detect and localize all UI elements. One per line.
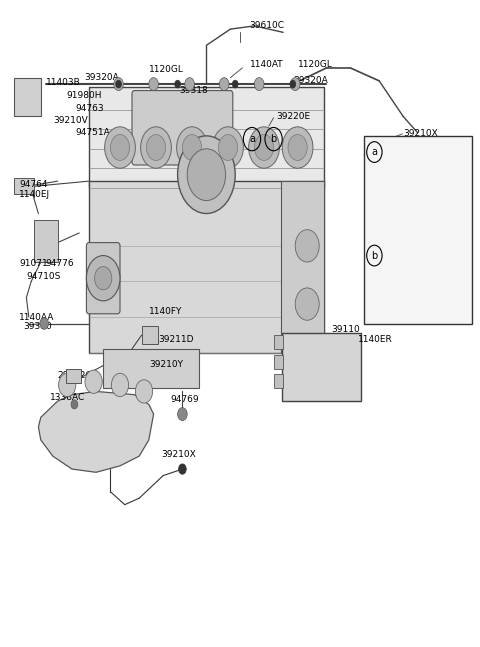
FancyBboxPatch shape <box>34 220 58 262</box>
Text: 39318: 39318 <box>179 86 208 95</box>
FancyBboxPatch shape <box>132 91 233 165</box>
Circle shape <box>185 78 194 91</box>
Circle shape <box>288 135 307 160</box>
FancyBboxPatch shape <box>282 333 361 401</box>
Circle shape <box>105 127 135 168</box>
Circle shape <box>232 80 238 88</box>
FancyBboxPatch shape <box>86 243 120 314</box>
FancyBboxPatch shape <box>142 326 158 344</box>
FancyBboxPatch shape <box>89 181 324 353</box>
Text: a: a <box>372 147 377 157</box>
Text: 1140FC: 1140FC <box>388 267 422 276</box>
Text: 91071: 91071 <box>19 259 48 269</box>
Circle shape <box>295 288 319 320</box>
FancyBboxPatch shape <box>66 369 81 383</box>
Circle shape <box>116 80 121 88</box>
Circle shape <box>85 370 102 393</box>
Text: b: b <box>371 250 378 261</box>
Text: 94710S: 94710S <box>26 272 61 281</box>
FancyBboxPatch shape <box>274 335 283 349</box>
Text: 39610C: 39610C <box>250 21 285 30</box>
Text: 1140FC: 1140FC <box>389 277 423 286</box>
Text: 11403B: 11403B <box>46 78 80 87</box>
Circle shape <box>178 136 235 214</box>
Text: 94762: 94762 <box>379 296 408 305</box>
Circle shape <box>86 256 120 301</box>
Circle shape <box>187 149 226 201</box>
Circle shape <box>219 78 229 91</box>
Text: 1140FY: 1140FY <box>149 307 182 316</box>
FancyBboxPatch shape <box>281 181 324 353</box>
Text: 39320A: 39320A <box>84 73 119 82</box>
Text: 94751A: 94751A <box>76 128 110 137</box>
Text: 94776: 94776 <box>46 259 74 269</box>
FancyBboxPatch shape <box>274 374 283 388</box>
Text: 39310: 39310 <box>23 322 52 331</box>
FancyBboxPatch shape <box>14 78 41 116</box>
Circle shape <box>290 78 300 91</box>
Text: 28512C: 28512C <box>58 371 92 380</box>
Text: 1140AA: 1140AA <box>19 313 55 322</box>
FancyBboxPatch shape <box>89 87 324 188</box>
Text: 39210Y: 39210Y <box>149 360 183 369</box>
FancyBboxPatch shape <box>274 355 283 369</box>
Circle shape <box>177 127 207 168</box>
Text: 1120GL: 1120GL <box>298 60 333 69</box>
Text: 39220E: 39220E <box>276 112 310 121</box>
Circle shape <box>40 318 48 329</box>
Circle shape <box>213 127 243 168</box>
Text: b: b <box>270 134 277 144</box>
Text: 35105G: 35105G <box>373 215 409 225</box>
Text: 39210X: 39210X <box>161 450 195 459</box>
Text: 1140FD: 1140FD <box>388 153 423 162</box>
Polygon shape <box>38 391 154 472</box>
Circle shape <box>182 135 202 160</box>
Text: a: a <box>249 134 255 144</box>
Text: 94769: 94769 <box>170 395 199 404</box>
Text: 94764: 94764 <box>19 180 48 189</box>
Circle shape <box>218 135 238 160</box>
FancyBboxPatch shape <box>364 136 472 324</box>
Text: 39110: 39110 <box>331 325 360 334</box>
Circle shape <box>146 135 166 160</box>
Text: 1140ER: 1140ER <box>358 335 392 344</box>
Text: 94763: 94763 <box>76 104 105 113</box>
Text: 1140AT: 1140AT <box>250 60 283 69</box>
Text: 39211D: 39211D <box>158 335 194 344</box>
Circle shape <box>254 135 274 160</box>
Circle shape <box>59 373 76 397</box>
Text: 39320A: 39320A <box>293 76 327 85</box>
Circle shape <box>111 373 129 397</box>
Text: 1140FD: 1140FD <box>389 196 424 205</box>
Text: 35105G: 35105G <box>379 222 415 231</box>
Text: 94762: 94762 <box>373 306 402 315</box>
Circle shape <box>110 135 130 160</box>
FancyBboxPatch shape <box>14 178 34 194</box>
Text: 1338AC: 1338AC <box>50 393 85 402</box>
Circle shape <box>290 80 296 88</box>
Circle shape <box>141 127 171 168</box>
Circle shape <box>71 400 78 409</box>
Circle shape <box>295 230 319 262</box>
Circle shape <box>282 127 313 168</box>
Text: 1140EJ: 1140EJ <box>19 190 50 199</box>
Text: 39210X: 39210X <box>403 129 438 138</box>
Circle shape <box>175 80 180 88</box>
FancyBboxPatch shape <box>103 349 199 388</box>
Circle shape <box>178 408 187 421</box>
Circle shape <box>179 464 186 474</box>
Circle shape <box>149 78 158 91</box>
Circle shape <box>135 380 153 403</box>
Circle shape <box>249 127 279 168</box>
Text: 39210V: 39210V <box>53 116 87 126</box>
Text: 1120GL: 1120GL <box>149 65 184 74</box>
Text: 91980H: 91980H <box>66 91 102 100</box>
Circle shape <box>254 78 264 91</box>
Circle shape <box>95 267 112 290</box>
Circle shape <box>114 78 123 91</box>
